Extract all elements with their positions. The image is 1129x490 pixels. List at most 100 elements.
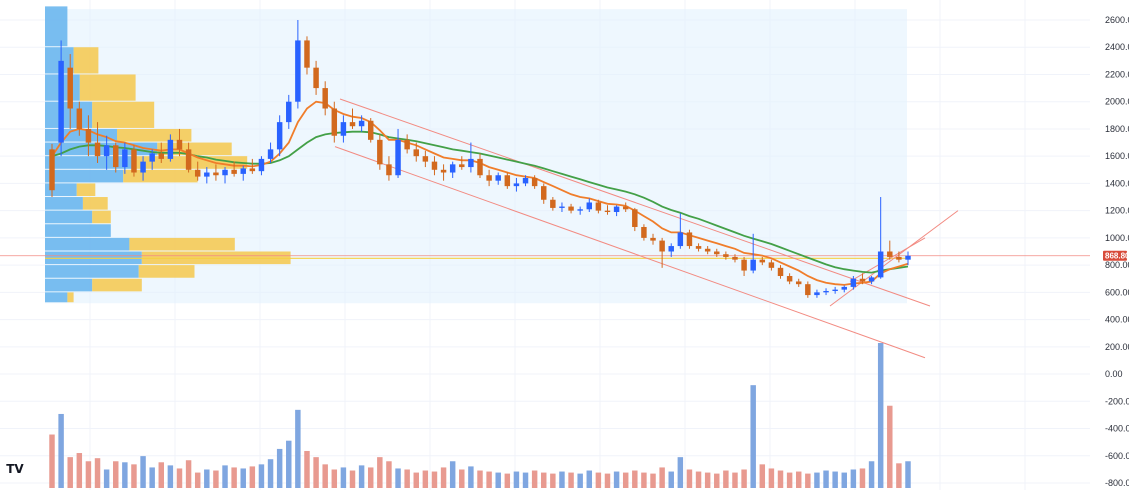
volume-bar [49, 434, 55, 488]
price-axis-tick-label: 2000.00 [1105, 97, 1129, 107]
candle-body [349, 122, 356, 127]
candle-body [304, 40, 310, 68]
candle-body [440, 169, 447, 173]
candle-body [786, 276, 793, 282]
candle-body [158, 153, 165, 159]
volume-bar [841, 472, 847, 488]
volume-bar [94, 458, 101, 488]
candle-body [887, 251, 893, 257]
volume-bar [495, 472, 501, 488]
candle-body [568, 206, 574, 211]
candle-body [358, 120, 365, 127]
candle-body [622, 206, 629, 210]
candle-body [668, 246, 674, 252]
candle-body [94, 142, 101, 157]
volume-bar [541, 472, 547, 488]
volume-bar [741, 469, 747, 488]
volume-bar [413, 472, 419, 488]
candle-body [522, 177, 529, 184]
candle-body [185, 149, 192, 170]
volume-bar [231, 467, 237, 488]
volume-bar [650, 473, 656, 488]
volume-bar [859, 468, 866, 488]
volume-bar [358, 465, 365, 488]
volume-profile-up-bar [45, 156, 136, 169]
candle-body [686, 232, 693, 247]
volume-bar [786, 472, 793, 488]
volume-bar [750, 385, 756, 488]
volume-profile-up-bar [45, 210, 93, 224]
volume-bar [276, 448, 283, 488]
candle-body [659, 240, 665, 252]
price-axis-tick-label: 600.00 [1105, 287, 1129, 297]
volume-bar [677, 457, 684, 488]
candle-body [877, 251, 884, 278]
volume-profile-up-bar [45, 224, 111, 237]
candle-body [896, 256, 902, 260]
volume-bar [850, 469, 857, 488]
volume-bar [377, 457, 383, 488]
volume-profile-down-bar [129, 237, 235, 251]
volume-bar [449, 461, 456, 488]
volume-profile-down-bar [67, 292, 74, 303]
candle-body [295, 40, 301, 102]
candle-body [859, 278, 866, 282]
candle-body [850, 278, 857, 287]
volume-bar [349, 470, 356, 488]
candle-body [777, 267, 784, 277]
volume-bar [732, 472, 738, 488]
candle-body [113, 145, 119, 168]
volume-profile-up-bar [45, 278, 93, 292]
candle-body [222, 169, 228, 176]
price-axis-tick-label: 1800.00 [1105, 124, 1129, 134]
price-axis-tick-label: -400.00 [1105, 424, 1129, 434]
candle-body [468, 158, 474, 168]
candle-body [231, 169, 237, 174]
candle-body [805, 284, 811, 296]
candle-body [905, 255, 911, 260]
candle-body [122, 149, 128, 168]
price-axis-tick-label: -600.00 [1105, 451, 1129, 461]
volume-bar [896, 463, 902, 488]
volume-bar [668, 471, 674, 488]
volume-bar [258, 464, 265, 488]
volume-bar [768, 468, 775, 488]
volume-bar [905, 461, 911, 488]
candle-body [714, 251, 720, 255]
current-price-tag [1103, 250, 1127, 261]
volume-profile-up-bar [45, 169, 124, 183]
volume-profile-down-bar [79, 74, 136, 101]
candle-body [832, 289, 838, 291]
price-axis-tick-label: 0.00 [1105, 369, 1123, 379]
volume-profile-up-bar [45, 292, 68, 303]
candle-body [704, 248, 711, 252]
candle-body [550, 199, 556, 208]
trend-break-line [829, 210, 959, 307]
candle-body [695, 246, 702, 249]
volume-bar [577, 473, 583, 488]
volume-bar [140, 456, 146, 488]
volume-bar [632, 470, 638, 488]
volume-bar [440, 467, 447, 488]
candle-body [541, 186, 547, 200]
volume-bar [695, 471, 702, 488]
volume-bar [122, 462, 128, 488]
volume-bar [777, 470, 784, 488]
volume-bar [176, 468, 183, 488]
volume-profile-up-bar [45, 265, 139, 278]
volume-bar [431, 471, 438, 488]
price-axis-tick-label: 200.00 [1105, 342, 1129, 352]
candle-body [795, 281, 802, 285]
volume-bar [267, 459, 274, 488]
volume-bar [422, 470, 429, 488]
candle-body [723, 254, 729, 257]
volume-bar [286, 440, 292, 488]
candle-body [841, 286, 847, 290]
price-axis-tick-label: -200.00 [1105, 396, 1129, 406]
volume-bar [559, 471, 565, 488]
candle-body [477, 158, 483, 176]
volume-bar [704, 472, 711, 488]
volume-bar [340, 467, 347, 488]
